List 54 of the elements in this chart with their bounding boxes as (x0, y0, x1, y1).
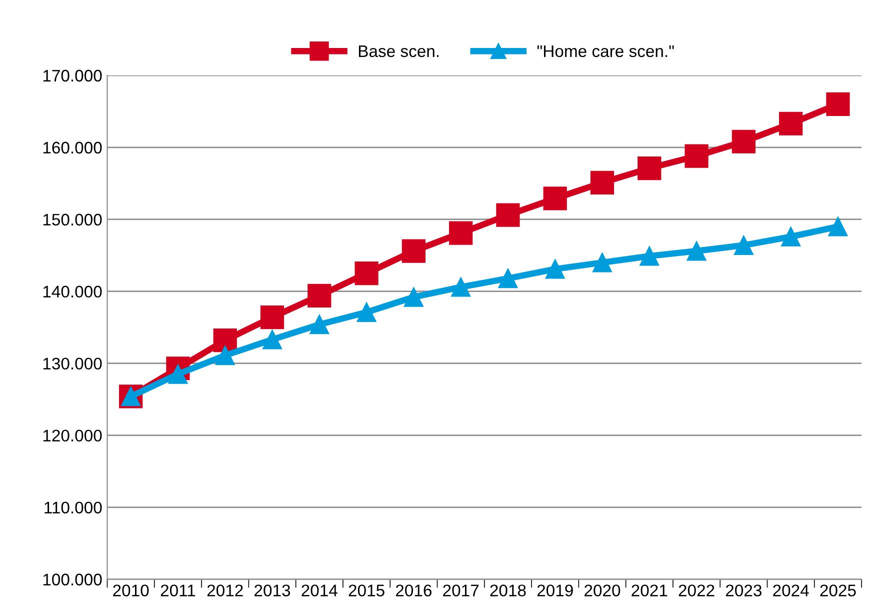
point (404, 287, 424, 307)
point (308, 284, 332, 308)
point (732, 130, 756, 154)
x-tick-label: 2018 (490, 584, 526, 596)
x-tick-label: 2024 (773, 584, 809, 596)
point (354, 262, 378, 286)
x-tick-label: 2012 (207, 584, 243, 596)
point (496, 203, 520, 227)
point (826, 92, 850, 116)
x-tick-label: 2019 (537, 584, 573, 596)
x-tick-label: 2016 (396, 584, 432, 596)
point (638, 156, 662, 180)
y-tick-label: 100.000 (43, 574, 102, 586)
point (310, 314, 330, 334)
point (828, 216, 848, 236)
point (779, 112, 803, 136)
point (451, 277, 471, 297)
point (686, 241, 706, 261)
point (640, 246, 660, 266)
x-tick-label: 2021 (632, 584, 668, 596)
point (545, 259, 565, 279)
x-tick-label: 2010 (113, 584, 149, 596)
x-tick-label: 2020 (584, 584, 620, 596)
y-tick-label: 110.000 (44, 502, 102, 514)
legend-label: Base scen. (358, 45, 439, 58)
y-tick-label: 120.000 (43, 430, 102, 442)
point (498, 268, 518, 288)
point (684, 144, 708, 168)
x-tick-label: 2015 (348, 584, 384, 596)
y-tick-label: 150.000 (43, 214, 102, 226)
y-tick-label: 170.000 (43, 70, 102, 82)
point (260, 305, 284, 330)
point (781, 226, 801, 246)
y-tick-label: 130.000 (43, 358, 102, 370)
point (590, 170, 614, 194)
point (734, 236, 754, 256)
legend-label: "Home care scen." (537, 45, 674, 58)
x-tick-label: 2022 (678, 584, 714, 596)
y-tick-label: 160.000 (43, 142, 102, 154)
x-tick-label: 2017 (443, 584, 479, 596)
x-tick-label: 2013 (254, 584, 290, 596)
point (262, 330, 282, 350)
x-tick-label: 2011 (160, 584, 196, 596)
y-tick-label: 140.000 (43, 286, 102, 298)
point (215, 346, 235, 366)
x-tick-label: 2025 (820, 584, 856, 596)
point (402, 239, 426, 263)
point (543, 186, 567, 210)
point (592, 252, 612, 272)
x-tick-label: 2023 (726, 584, 762, 596)
point (449, 221, 473, 245)
point (356, 302, 376, 322)
point (213, 328, 237, 352)
x-tick-label: 2014 (302, 584, 338, 596)
